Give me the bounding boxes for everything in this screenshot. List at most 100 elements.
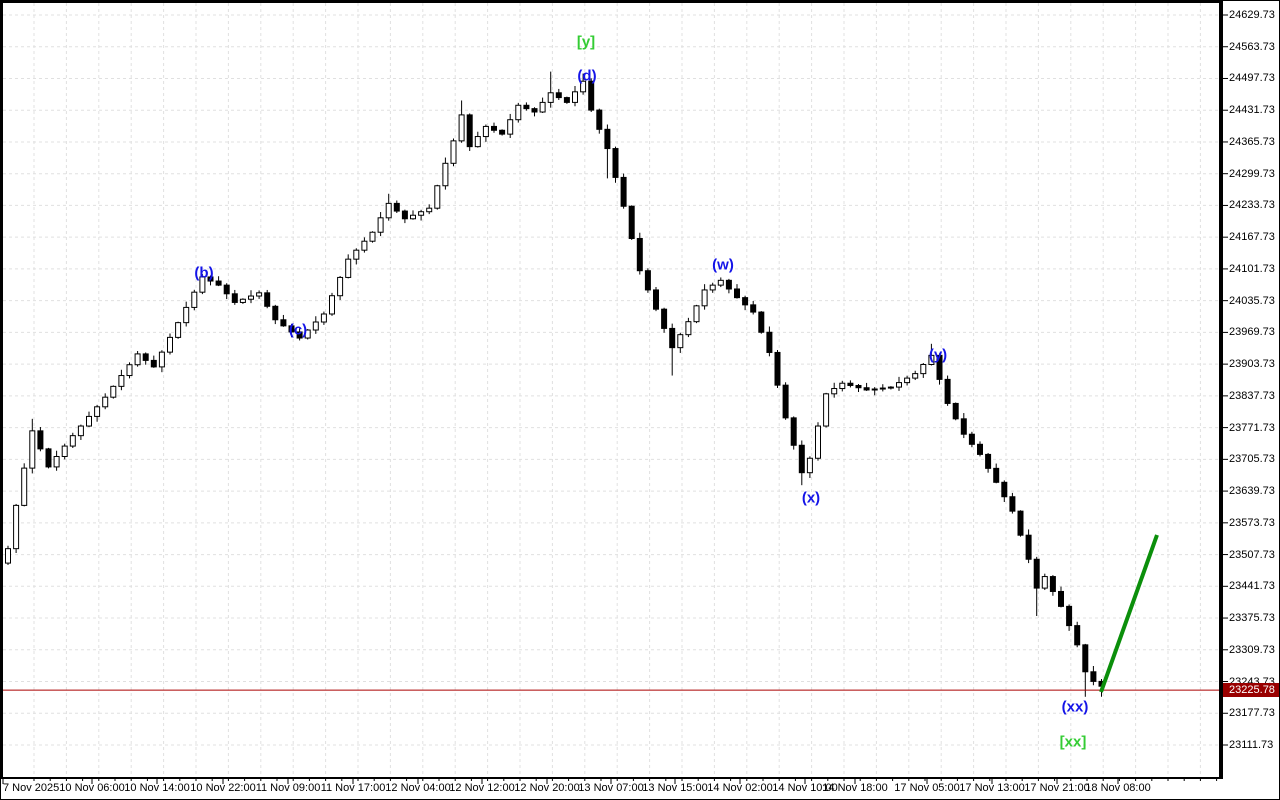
candle-body: [361, 240, 368, 251]
candle-body: [620, 176, 627, 207]
candle-body: [45, 448, 52, 468]
candle-body: [725, 279, 732, 290]
candle-body: [572, 91, 578, 103]
candle-body: [1082, 644, 1089, 673]
x-axis-label: 14 Nov 02:00: [707, 782, 773, 794]
candle-body: [337, 276, 344, 297]
candle-body: [774, 351, 781, 386]
candle-body: [709, 284, 716, 291]
y-axis-label: 23705.73: [1229, 453, 1275, 466]
y-axis-label: 24101.73: [1229, 262, 1275, 275]
y-axis-label: 24233.73: [1229, 199, 1275, 212]
trend-projection-line[interactable]: [1099, 534, 1159, 693]
candle-body: [272, 305, 279, 321]
candle-body: [669, 327, 676, 349]
plot-border-right: [1219, 1, 1223, 779]
candle-body: [345, 258, 352, 278]
candle-body: [1090, 671, 1097, 682]
x-axis-label: 10 Nov 06:00: [59, 782, 125, 794]
candle-body: [466, 114, 473, 148]
candle-body: [434, 185, 441, 209]
wave-label-x[interactable]: (x): [801, 489, 821, 507]
candle-body: [563, 97, 570, 103]
candle-body: [879, 387, 886, 390]
candle-body: [806, 457, 813, 474]
candle-body: [1066, 605, 1073, 627]
y-axis-label: 23639.73: [1229, 485, 1275, 498]
candle-body: [312, 321, 319, 331]
candle-body: [896, 382, 902, 388]
candle-body: [482, 125, 489, 138]
candle-body: [823, 393, 830, 427]
candle-body: [491, 125, 497, 131]
wave-label-d[interactable]: (d): [577, 67, 597, 85]
candle-body: [94, 406, 101, 417]
candle-body: [215, 280, 222, 286]
candle-body: [377, 217, 384, 233]
wave-label-xx[interactable]: [xx]: [1059, 733, 1087, 751]
candle-body: [320, 313, 327, 323]
candle-body: [61, 445, 68, 457]
candle-body: [742, 297, 749, 306]
candle-body: [871, 388, 878, 391]
candle-body: [102, 396, 109, 408]
price-tag: 23225.78: [1223, 683, 1279, 698]
x-axis-label: 12 Nov 04:00: [385, 782, 451, 794]
candle-body: [555, 92, 562, 99]
candle-body: [531, 108, 538, 113]
candle-body: [21, 467, 28, 506]
candle-body: [515, 104, 522, 121]
candle-body: [410, 214, 416, 220]
x-axis-label: 12 Nov 20:00: [514, 782, 580, 794]
wave-label-c[interactable]: (c): [288, 321, 308, 339]
candle-body: [758, 311, 765, 333]
candle-body: [474, 136, 481, 148]
candle-body: [1058, 590, 1064, 607]
candle-body: [150, 359, 157, 368]
candle-body: [175, 322, 182, 338]
candle-body: [134, 353, 141, 366]
candle-body: [677, 334, 684, 349]
x-axis-label: 7 Nov 2025: [3, 782, 60, 794]
y-axis-label: 24299.73: [1229, 167, 1275, 180]
candle-body: [604, 128, 611, 150]
candle-body: [847, 382, 854, 386]
y-axis-label: 23969.73: [1229, 326, 1275, 339]
candle-body: [952, 402, 959, 420]
y-axis-label: 24035.73: [1229, 294, 1275, 307]
candle-body: [1074, 625, 1081, 646]
candle-body: [288, 325, 295, 333]
wave-label-b[interactable]: (b): [194, 264, 214, 282]
candle-body: [77, 425, 84, 437]
candle-body: [993, 467, 1000, 483]
candle-body: [256, 292, 263, 297]
candle-body: [912, 373, 919, 379]
candle-body: [636, 237, 643, 272]
candle-body: [693, 305, 700, 323]
candle-body: [458, 114, 465, 142]
candle-body: [612, 148, 619, 178]
y-axis-label: 23441.73: [1229, 580, 1275, 593]
y-axis-label: 24563.73: [1229, 40, 1275, 53]
candle-body: [110, 385, 117, 398]
y-axis-label: 23177.73: [1229, 707, 1275, 720]
y-axis-label: 23111.73: [1229, 739, 1274, 751]
wave-label-w[interactable]: (w): [712, 256, 734, 274]
y-axis-label: 24497.73: [1229, 72, 1275, 85]
wave-label-y[interactable]: [y]: [576, 33, 596, 51]
candle-body: [183, 306, 190, 324]
candle-body: [815, 425, 821, 459]
y-axis-label: 24431.73: [1229, 104, 1275, 117]
candle-body: [985, 453, 992, 469]
candle-body: [369, 231, 376, 242]
candle-body: [296, 331, 303, 339]
candle-body: [855, 384, 862, 389]
candle-body: [523, 104, 530, 110]
candle-body: [29, 430, 36, 469]
wave-label-xx[interactable]: (xx): [1061, 698, 1089, 716]
wave-label-y[interactable]: (y): [928, 346, 948, 364]
candle-body: [588, 80, 595, 111]
y-axis-label: 23837.73: [1229, 389, 1275, 402]
candle-body: [1001, 481, 1008, 498]
